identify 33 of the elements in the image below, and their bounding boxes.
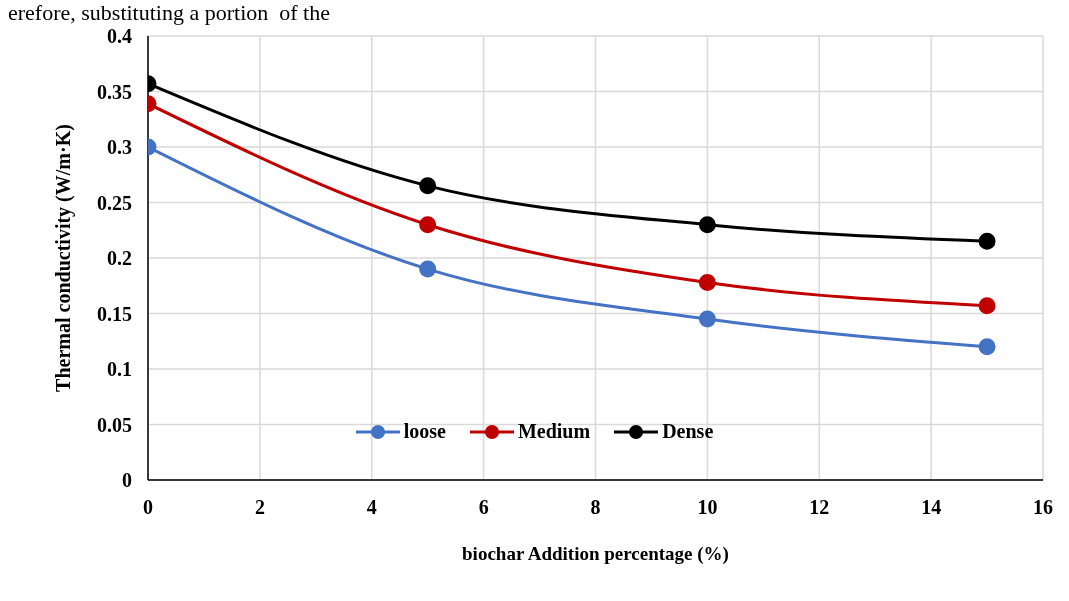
point [978, 338, 996, 356]
x-tick-label: 4 [366, 496, 377, 519]
x-tick-label: 8 [590, 496, 601, 519]
y-tick-label: 0.1 [107, 358, 132, 381]
x-tick-label: 12 [809, 496, 830, 519]
y-tick-label: 0.3 [107, 136, 132, 159]
y-tick-label: 0 [122, 469, 132, 492]
y-axis-title: Thermal conductivity (W/m·K) [52, 124, 76, 392]
point [698, 216, 716, 234]
point [698, 273, 716, 291]
point [419, 216, 437, 234]
x-tick-label: 6 [478, 496, 489, 519]
y-tick-label: 0.35 [97, 80, 132, 103]
y-tick-label: 0.05 [97, 413, 132, 436]
point [978, 232, 996, 250]
x-tick-label: 2 [254, 496, 265, 519]
legend-label: Dense [662, 420, 714, 443]
point [419, 260, 437, 278]
point [978, 297, 996, 315]
y-tick-label: 0.4 [107, 25, 132, 48]
y-tick-label: 0.2 [107, 247, 132, 270]
y-tick-label: 0.15 [97, 302, 132, 325]
x-tick-label: 10 [697, 496, 718, 519]
point [698, 310, 716, 328]
legend-label: Medium [517, 420, 591, 443]
y-tick-label: 0.25 [97, 191, 132, 214]
text: erefore, substituting a portion of the [8, 0, 330, 26]
x-tick-label: 14 [921, 496, 942, 519]
legend-label: loose [403, 420, 446, 443]
x-axis-title: biochar Addition percentage (%) [462, 543, 729, 565]
x-tick-label: 16 [1033, 496, 1053, 519]
point [419, 177, 437, 195]
x-tick-label: 0 [143, 496, 153, 519]
